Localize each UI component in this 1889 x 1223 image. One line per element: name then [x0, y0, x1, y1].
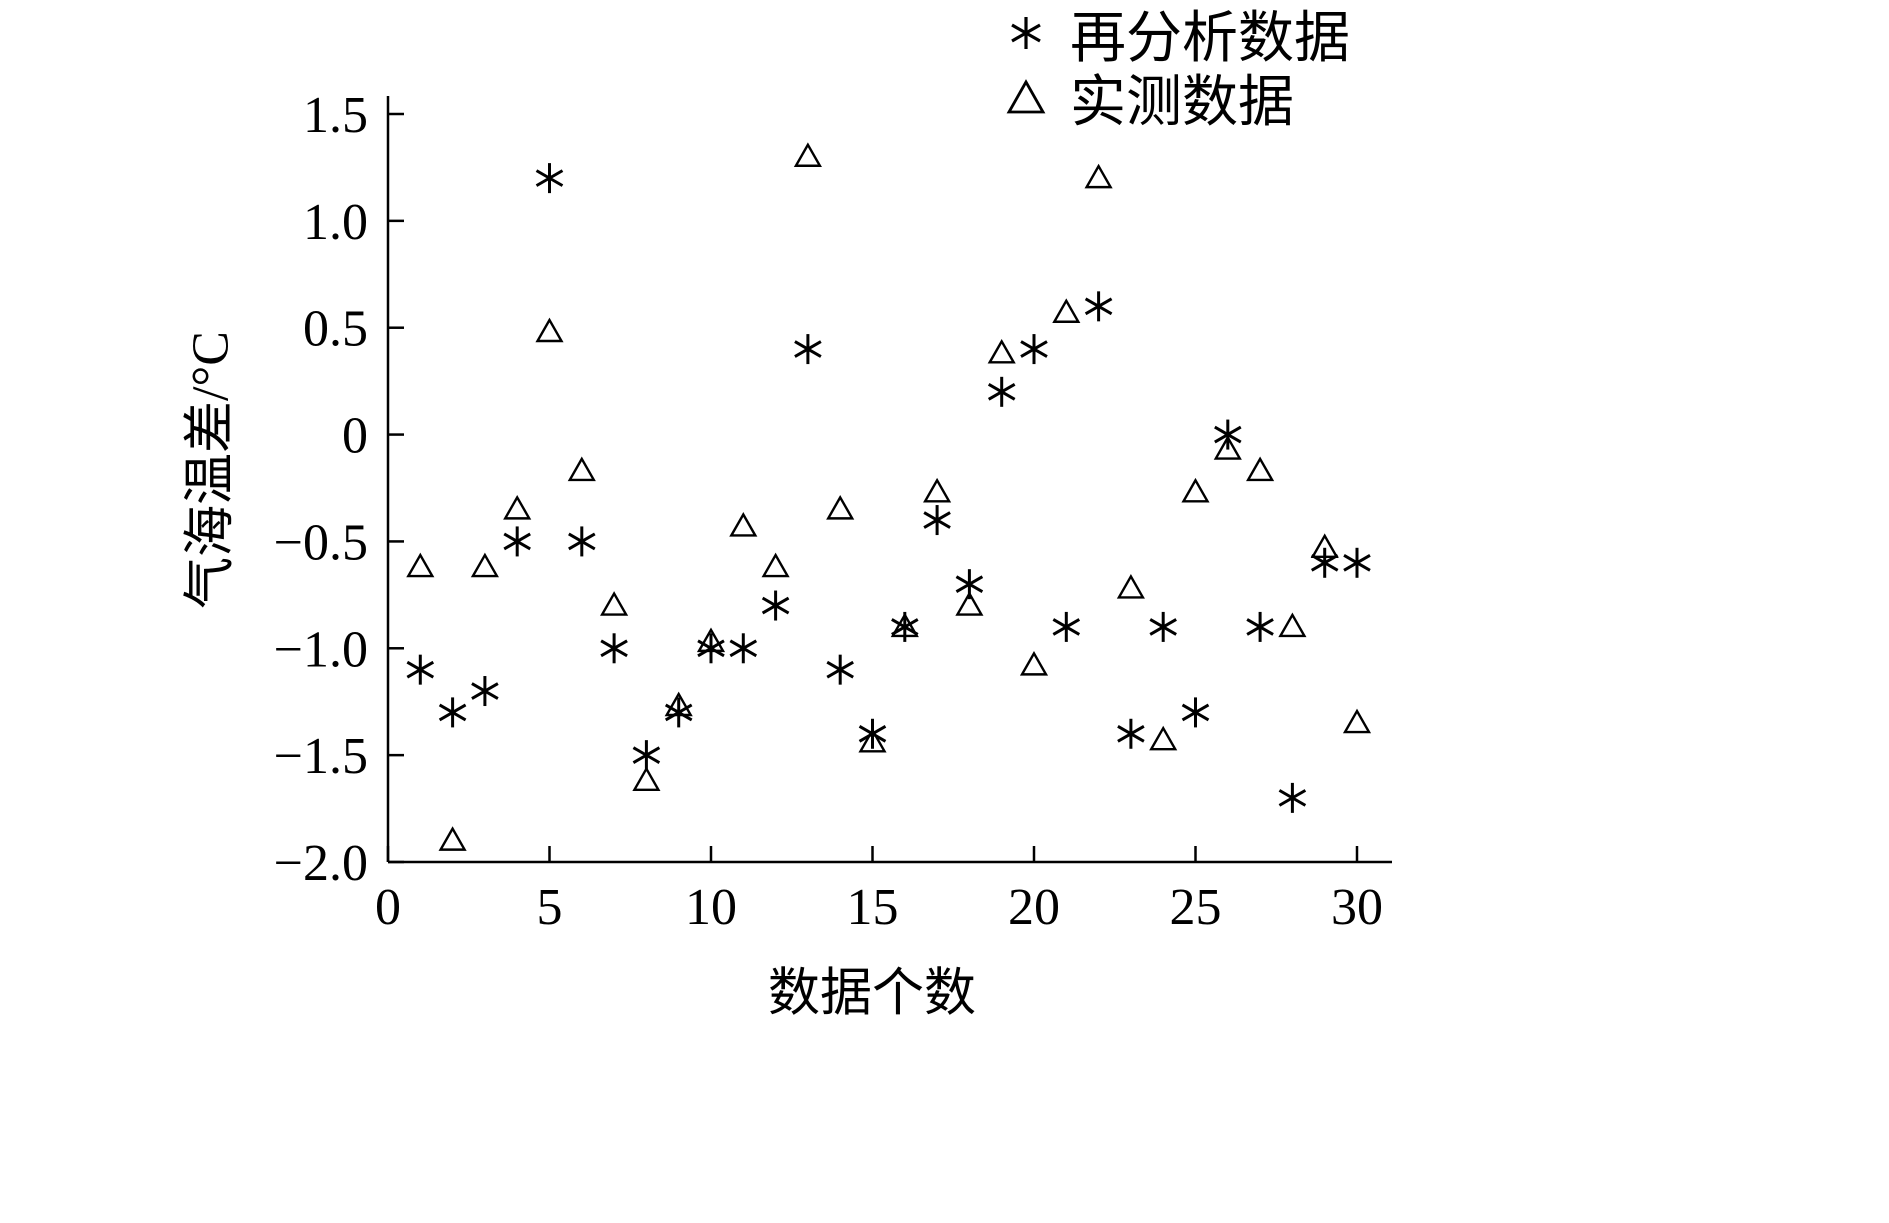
data-point-asterisk: [761, 596, 790, 615]
legend-item-observed: 实测数据: [1002, 67, 1350, 134]
data-point-asterisk: [1117, 724, 1145, 743]
y-tick-label: 0.5: [303, 301, 368, 358]
data-point-triangle: [793, 142, 822, 167]
data-point-triangle: [1278, 612, 1307, 638]
data-point-asterisk: [955, 575, 984, 593]
data-point-triangle: [987, 338, 1016, 364]
data-point-triangle: [1084, 163, 1113, 189]
legend: 再分析数据 实测数据: [1002, 3, 1350, 134]
data-point-asterisk: [923, 511, 951, 529]
data-point-triangle: [858, 727, 887, 753]
data-point-asterisk: [503, 532, 531, 551]
data-point-asterisk: [1020, 340, 1048, 358]
data-point-asterisk: [987, 383, 1016, 401]
data-point-asterisk: [600, 639, 628, 658]
data-point-triangle: [470, 552, 499, 578]
data-point-triangle: [1019, 650, 1049, 676]
data-point-triangle: [1052, 298, 1081, 323]
data-point-asterisk: [729, 639, 758, 658]
data-point-asterisk: [471, 682, 499, 700]
data-point-triangle: [1246, 456, 1275, 482]
data-point-triangle: [890, 612, 919, 638]
data-point-triangle: [761, 552, 790, 578]
data-point-asterisk: [1278, 789, 1307, 807]
x-tick-label: 10: [685, 879, 737, 936]
legend-label-observed: 实测数据: [1070, 71, 1294, 134]
data-point-triangle: [729, 512, 758, 537]
data-point-asterisk: [1084, 297, 1113, 316]
data-point-triangle: [1213, 435, 1242, 460]
data-point-triangle: [600, 591, 629, 616]
y-tick-label: 0: [342, 408, 368, 465]
data-point-triangle: [955, 591, 984, 616]
data-point-asterisk: [858, 724, 887, 743]
asterisk-marker-icon: [1011, 17, 1041, 49]
x-tick-label: 20: [1008, 879, 1060, 936]
data-point-asterisk: [406, 660, 435, 679]
data-point-asterisk: [1149, 618, 1177, 636]
y-tick-label: 1.5: [303, 87, 368, 144]
x-tick-label: 15: [847, 879, 899, 936]
data-point-triangle: [1149, 725, 1178, 751]
x-tick-label: 5: [537, 879, 563, 936]
data-point-asterisk: [568, 532, 596, 551]
data-point-triangle: [696, 627, 726, 653]
x-axis-label: 数据个数: [767, 965, 977, 1023]
data-point-asterisk: [1343, 554, 1371, 572]
data-point-triangle: [632, 766, 661, 791]
data-point-asterisk: [1181, 703, 1210, 722]
data-point-triangle: [1310, 533, 1339, 559]
legend-label-reanalysis: 再分析数据: [1070, 7, 1350, 70]
data-point-triangle: [406, 552, 435, 578]
legend-item-reanalysis: 再分析数据: [1002, 3, 1350, 70]
data-point-triangle: [1181, 477, 1210, 503]
data-point-triangle: [535, 317, 564, 343]
y-tick-label: −0.5: [274, 514, 368, 571]
data-point-triangle: [1116, 574, 1145, 599]
data-point-triangle: [567, 456, 596, 482]
data-point-asterisk: [826, 660, 854, 679]
triangle-marker-icon: [1006, 79, 1046, 114]
data-point-triangle: [503, 494, 532, 520]
data-point-triangle: [923, 477, 952, 503]
y-tick-label: −1.5: [274, 728, 368, 785]
data-point-asterisk: [438, 703, 467, 722]
data-point-asterisk: [535, 169, 564, 187]
x-tick-label: 25: [1170, 879, 1222, 936]
data-point-triangle: [664, 691, 693, 717]
x-tick-label: 30: [1331, 879, 1383, 936]
data-point-triangle: [826, 494, 855, 520]
data-point-asterisk: [794, 340, 822, 358]
y-tick-label: −2.0: [274, 835, 368, 892]
y-tick-label: −1.0: [274, 621, 368, 678]
data-point-asterisk: [1052, 618, 1081, 636]
data-point-asterisk: [1246, 618, 1274, 636]
data-point-triangle: [438, 826, 467, 851]
data-point-triangle: [1342, 708, 1372, 734]
data-point-asterisk: [632, 746, 661, 764]
x-tick-label: 0: [375, 879, 401, 936]
data-point-asterisk: [1214, 425, 1242, 444]
y-axis-label: 气海温差/°C: [182, 331, 240, 609]
y-tick-label: 1.0: [303, 194, 368, 251]
